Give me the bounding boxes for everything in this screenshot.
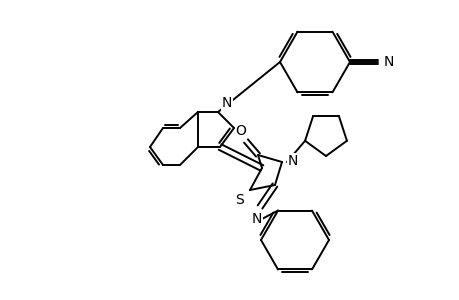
Text: S: S bbox=[235, 193, 243, 207]
Text: N: N bbox=[222, 96, 232, 110]
Text: O: O bbox=[235, 124, 246, 138]
Text: N: N bbox=[287, 154, 298, 168]
Text: N: N bbox=[251, 212, 262, 226]
Text: N: N bbox=[383, 55, 393, 69]
